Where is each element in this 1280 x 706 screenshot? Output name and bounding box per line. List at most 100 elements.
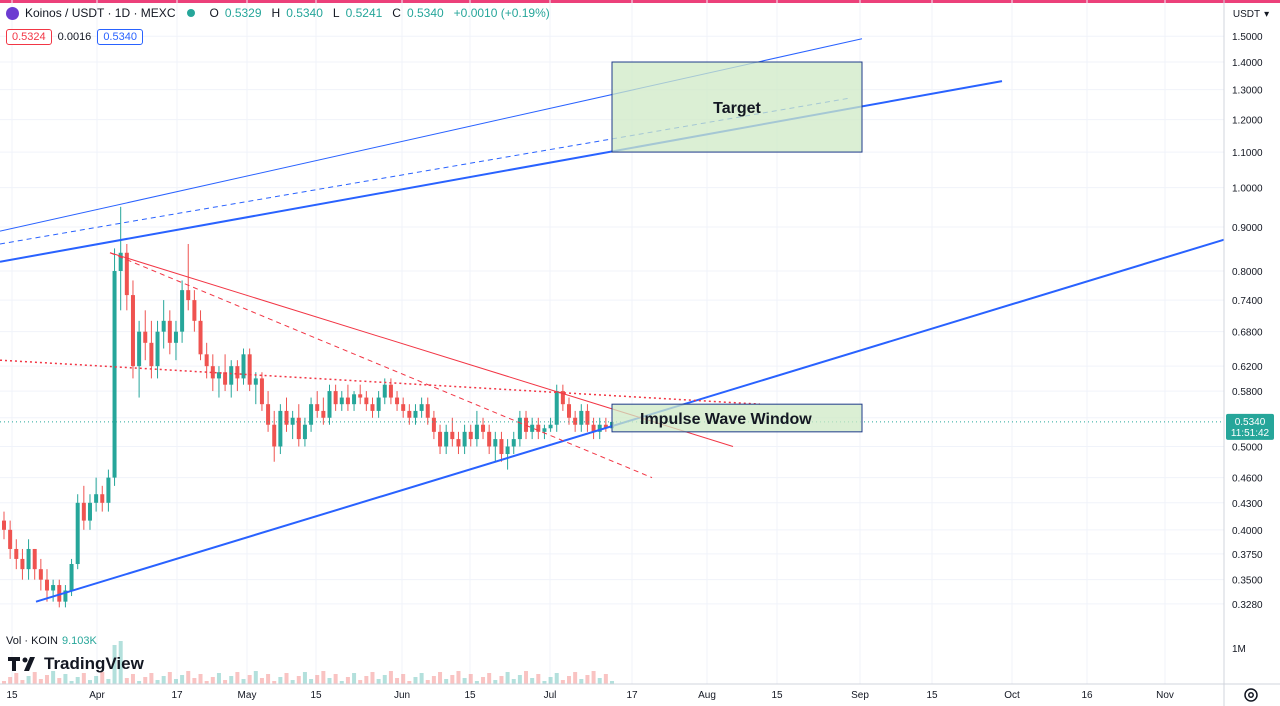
candle-body [266, 404, 271, 425]
price-tick-label: 1.5000 [1232, 32, 1263, 43]
candle-body [327, 391, 332, 418]
candle-body [87, 502, 92, 521]
volume-bar [413, 677, 418, 684]
current-price-label: 0.5340 [1235, 417, 1266, 428]
volume-bar [444, 679, 449, 684]
price-tick-label: 0.4000 [1232, 526, 1263, 537]
candle-body [505, 446, 510, 455]
volume-bar [333, 674, 338, 684]
open-value: 0.5329 [224, 6, 262, 20]
candle-body [106, 477, 111, 503]
price-tick-label: 0.5000 [1232, 442, 1263, 453]
time-tick-label: Oct [1004, 690, 1020, 701]
candle-body [407, 410, 412, 418]
candle-body [462, 431, 467, 447]
candle-body [395, 397, 400, 405]
volume-bar [567, 676, 572, 684]
candle-body [20, 558, 25, 570]
red-dotted-trend-line [0, 359, 761, 405]
candle-body [345, 397, 350, 405]
volume-bars [2, 641, 614, 684]
candle-body [278, 410, 283, 447]
volume-bar [94, 676, 99, 684]
volume-bar [493, 680, 498, 684]
sell-button[interactable]: 0.5324 [6, 29, 52, 45]
candle-body [69, 564, 74, 591]
candle-body [94, 494, 99, 503]
candle-body [548, 424, 553, 429]
candle-body [51, 585, 56, 591]
volume-bar [388, 671, 393, 684]
candle-body [284, 410, 289, 425]
candle-body [186, 290, 191, 301]
volume-bar [63, 674, 68, 684]
volume-bar [345, 677, 350, 684]
volume-bar [26, 676, 31, 684]
settings-gear-icon[interactable] [1242, 686, 1260, 704]
candle-body [493, 439, 498, 447]
price-tick-label: 1.2000 [1232, 116, 1263, 127]
volume-bar [395, 678, 400, 684]
candle-body [155, 331, 160, 367]
candle-body [524, 417, 529, 432]
tradingview-logo[interactable]: TradingView [8, 654, 144, 674]
time-tick-label: Nov [1156, 690, 1174, 701]
candle-body [259, 378, 264, 405]
volume-bar [247, 675, 252, 684]
price-tick-label: 0.4600 [1232, 474, 1263, 485]
candle-body [333, 391, 338, 405]
candle-body [554, 391, 559, 425]
volume-bar [44, 675, 49, 684]
volume-bar [167, 672, 172, 684]
candle-body [388, 384, 393, 398]
volume-label: Vol · KOIN [6, 635, 58, 647]
volume-bar [530, 678, 535, 684]
chevron-down-icon: ▾ [1264, 8, 1270, 20]
candle-body [302, 424, 307, 440]
impulse-wave-window-label: Impulse Wave Window [640, 411, 812, 428]
candle-body [370, 404, 375, 411]
top-alert-line [0, 0, 1280, 3]
candle-body [481, 424, 486, 432]
candle-body [431, 417, 436, 432]
time-tick-label: May [238, 690, 257, 701]
price-tick-label: 1.3000 [1232, 86, 1263, 97]
volume-bar [223, 680, 228, 684]
candle-body [14, 548, 19, 559]
time-tick-label: 15 [464, 690, 476, 701]
volume-bar [51, 671, 56, 684]
currency-selector[interactable]: USDT ▾ [1225, 4, 1277, 24]
candle-body [603, 424, 608, 429]
volume-bar [603, 674, 608, 684]
volume-bar [358, 680, 363, 684]
volume-bar [235, 672, 240, 684]
candle-body [413, 410, 418, 418]
time-tick-label: Apr [89, 690, 105, 701]
volume-bar [106, 679, 111, 684]
candle-body [536, 424, 541, 432]
candle-body [597, 424, 602, 432]
volume-bar [204, 681, 209, 684]
volume-bar [112, 645, 117, 684]
market-open-icon [187, 9, 196, 17]
volume-bar [69, 681, 74, 684]
candle-body [241, 354, 246, 379]
candle-body [32, 548, 37, 570]
symbol-title[interactable]: Koinos / USDT · 1D · MEXC [25, 6, 176, 20]
volume-bar [32, 672, 37, 684]
candle-body [229, 366, 234, 385]
candle-body [216, 372, 221, 379]
volume-bar [241, 679, 246, 684]
volume-bar [161, 676, 166, 684]
volume-bar [210, 677, 215, 684]
volume-bar [20, 680, 25, 684]
candle-body [382, 384, 387, 398]
buy-button[interactable]: 0.5340 [97, 29, 143, 45]
price-tick-label: 0.5800 [1232, 387, 1263, 398]
volume-bar [296, 676, 301, 684]
candle-body [204, 354, 209, 367]
volume-bar [57, 678, 62, 684]
price-tick-label: 0.3280 [1232, 600, 1263, 611]
volume-bar [8, 677, 13, 684]
